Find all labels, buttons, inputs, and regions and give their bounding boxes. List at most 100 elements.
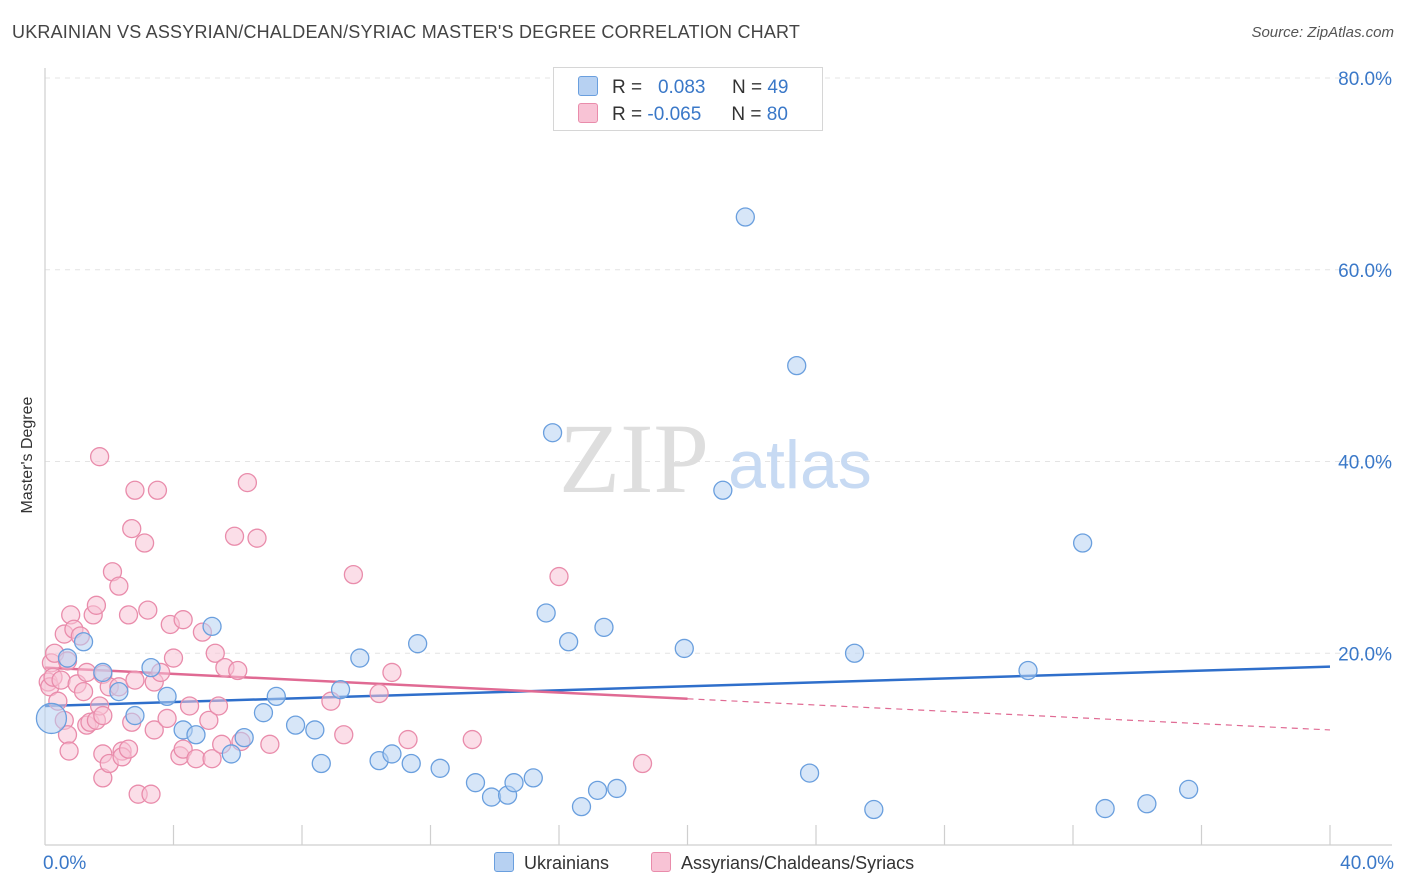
- assyrian-point: [122, 518, 142, 539]
- legend-r-label: R =: [612, 77, 643, 98]
- assyrian-point: [134, 533, 155, 553]
- assyrian-point: [147, 480, 168, 500]
- assyrian-point: [186, 749, 206, 769]
- assyrian-point: [138, 600, 158, 620]
- assyrian-point: [89, 447, 110, 467]
- assyrian-point: [205, 643, 225, 663]
- x-tick-label: 40.0%: [1340, 853, 1394, 874]
- legend-row-ukrainians: R = 0.083 N = 49: [578, 76, 788, 99]
- assyrian-point: [51, 670, 71, 690]
- assyrian-point: [398, 729, 418, 750]
- ukrainian-point: [674, 638, 694, 659]
- assyrian-point: [125, 670, 145, 690]
- assyrian-point: [343, 564, 364, 585]
- assyrian-point: [632, 753, 653, 774]
- y-tick-label: 60.0%: [1338, 261, 1392, 282]
- assyrian-point: [173, 739, 193, 759]
- ukrainian-point: [1018, 660, 1038, 681]
- legend-swatch-blue: [578, 76, 598, 96]
- ukrainian-point: [465, 773, 486, 793]
- legend-r-value: -0.065: [647, 104, 702, 125]
- ukrainian-point: [542, 423, 563, 443]
- assyrian-point: [77, 662, 97, 683]
- ukrainian-point: [401, 753, 421, 774]
- bottom-legend-label: Ukrainians: [524, 853, 610, 873]
- assyrian-point: [228, 660, 248, 681]
- x-tick-label: 0.0%: [43, 853, 86, 874]
- bottom-legend-swatch-pink: [651, 852, 671, 872]
- ukrainian-point: [407, 634, 428, 654]
- assyrian-point: [237, 472, 258, 493]
- ukrainian-point: [266, 686, 286, 707]
- assyrian-point: [179, 696, 200, 716]
- assyrian-point: [199, 710, 219, 731]
- bottom-legend-swatch-blue: [494, 852, 514, 872]
- ukrainian-point: [1137, 794, 1157, 814]
- assyrian-point: [260, 734, 280, 754]
- watermark-atlas: atlas: [728, 427, 872, 503]
- ukrainian-point: [536, 603, 556, 623]
- ukrainian-point: [305, 720, 325, 740]
- assyrian-point: [86, 595, 107, 615]
- assyrian-point: [73, 681, 94, 702]
- ukrainian-point: [587, 780, 608, 801]
- trend-line-assyrians-extrapolated: [687, 698, 1331, 731]
- y-tick-label: 40.0%: [1338, 453, 1392, 474]
- ukrainian-point: [1179, 779, 1199, 800]
- grid-lines: [45, 77, 1392, 654]
- y-tick-label: 80.0%: [1338, 69, 1392, 90]
- watermark-zip: ZIP: [559, 403, 709, 514]
- ukrainian-point: [864, 799, 884, 820]
- ukrainian-point: [57, 648, 78, 668]
- assyrian-point: [118, 739, 139, 759]
- assyrian-point: [157, 708, 177, 729]
- assyrian-point: [382, 662, 402, 683]
- bottom-legend-label: Assyrians/Chaldeans/Syriacs: [681, 853, 915, 873]
- assyrian-point: [141, 784, 161, 804]
- ukrainian-point: [523, 768, 543, 788]
- ukrainian-point: [594, 617, 614, 638]
- assyrian-point: [549, 566, 569, 587]
- ukrainian-point: [186, 725, 206, 745]
- assyrian-point: [202, 749, 222, 769]
- assyrian-point: [369, 683, 389, 704]
- ukrainian-point: [221, 744, 241, 764]
- ukrainian-point: [713, 480, 733, 500]
- ukrainian-point: [141, 657, 161, 678]
- legend-swatch-pink: [578, 103, 598, 123]
- ukrainian-point: [330, 680, 351, 700]
- ukrainian-point: [735, 207, 755, 227]
- legend-r-label: R =: [612, 104, 643, 125]
- legend-n-value: 80: [766, 104, 788, 125]
- legend-row-assyrians: R = -0.065 N = 80: [578, 103, 788, 126]
- ukrainian-point: [285, 715, 306, 735]
- ukrainian-point: [844, 643, 865, 663]
- bottom-legend-assyrians: Assyrians/Chaldeans/Syriacs: [651, 852, 914, 874]
- ukrainian-point: [382, 744, 402, 764]
- ukrainian-point: [234, 727, 254, 748]
- assyrian-point: [125, 480, 145, 500]
- assyrian-point: [163, 648, 184, 668]
- assyrian-point: [462, 729, 482, 750]
- y-tick-label: 20.0%: [1338, 644, 1392, 665]
- assyrian-point: [247, 528, 267, 548]
- ukrainian-point: [504, 773, 524, 793]
- assyrian-point: [93, 705, 113, 726]
- ukrainian-point: [157, 686, 177, 707]
- assyrian-point: [334, 725, 354, 745]
- ukrainian-point: [571, 797, 592, 817]
- legend-n-label: N =: [731, 77, 763, 98]
- ukrainian-point: [787, 355, 807, 376]
- assyrian-point: [144, 720, 164, 740]
- ukrainian-point: [430, 758, 450, 778]
- ukrainian-point: [1095, 798, 1115, 819]
- ukrainian-point: [125, 705, 145, 726]
- ukrainian-point: [799, 763, 820, 783]
- source-label: Source: ZipAtlas.com: [1251, 24, 1394, 41]
- ukrainian-point: [607, 778, 627, 799]
- legend-r-value: 0.083: [657, 77, 706, 98]
- tick-labels: 20.0% 40.0% 60.0% 80.0% 0.0% 40.0%: [43, 69, 1394, 874]
- chart-title: UKRAINIAN VS ASSYRIAN/CHALDEAN/SYRIAC MA…: [12, 22, 801, 42]
- assyrian-point: [118, 605, 139, 625]
